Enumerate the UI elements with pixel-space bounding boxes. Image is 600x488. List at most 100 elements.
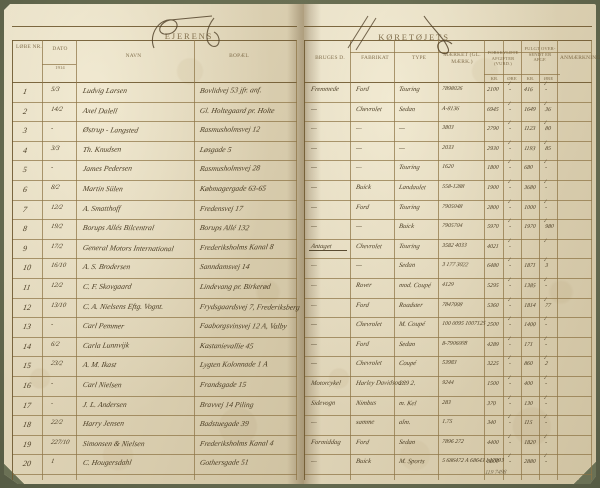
left-page-title: EJERENS [124,32,254,41]
ore-tick-mark: ✓ [506,140,512,147]
cell-body-type: Sedan [398,439,415,446]
rule-line [304,239,592,240]
rule-line [12,160,297,161]
cell-date: 6/2 [50,341,60,348]
rule-line [304,337,592,338]
cell-make: Ford [355,86,369,93]
cell-mark-number: 2033 [441,145,454,151]
rule-line [394,40,395,480]
cell-use: Motorcykel [310,380,341,387]
cell-date: 13/10 [50,302,66,309]
cell-relief-kr: 171 [523,342,533,348]
rule-line [76,40,77,480]
rule-line [304,160,592,161]
cell-relief-kr: 3680 [523,185,536,191]
rule-line [304,454,592,455]
cell-use: — [310,106,317,113]
cell-relief-kr: 416 [523,87,533,93]
rule-line [12,317,297,318]
cell-make: — [355,164,362,171]
rule-line [591,40,592,480]
cell-owner-name: Ludvig Larsen [82,86,128,95]
cell-mark-number: 1.75 [441,419,452,425]
cell-use: — [310,419,317,426]
rule-line [304,396,592,397]
cell-relief-ore: 77 [544,303,551,309]
cell-row-number: 16 [22,381,31,390]
cell-fee-kr: 2500 [487,322,500,328]
rule-line [12,396,297,397]
ore-tick-mark: ✓ [506,336,512,343]
cell-owner-name: Harry Jensen [82,419,125,428]
cell-use: Sidevogn [310,399,335,406]
rule-line [304,474,592,475]
cell-row-number: 17 [22,400,31,409]
cell-owner-address: Fredensvej 17 [199,203,244,212]
rule-line [304,278,592,279]
col-header-name: Navn [86,54,181,60]
cell-fee-kr: 340 [486,420,496,426]
cell-make: samme [355,419,374,426]
cell-relief-ore: 36 [544,107,551,113]
cell-mark-number: A-8136 [441,106,459,112]
cell-relief-kr: 130 [523,401,533,407]
cell-body-type: — [398,125,405,132]
rule-line [503,40,504,480]
cell-owner-name: Th. Knudsen [82,144,122,153]
cell-body-type: Touring [398,243,420,250]
cell-date: 12/2 [50,282,63,289]
cell-owner-address: Gl. Holtegaard pr. Holte [199,106,275,115]
cell-use: — [310,164,317,171]
rule-line [12,26,297,27]
ore-tick-mark: ✓ [506,277,512,284]
cell-mark-number: 1620 [441,164,454,170]
rule-line [438,40,439,480]
cell-relief-ore: 85 [544,146,551,152]
cell-date: 5/3 [50,86,60,93]
cell-body-type: Sedan [398,262,415,269]
cell-relief-ore: 80 [544,126,551,132]
cell-row-number: 10 [22,263,32,272]
cell-owner-name: C. F. Skovgaard [82,282,132,291]
subheader-fee-kr: Kr. [486,77,503,82]
cell-make: Ford [355,302,369,309]
rule-line [304,40,305,480]
cell-owner-address: Badstuegade 39 [199,419,249,428]
col-header-use: Bruges d. [310,56,350,62]
cell-use: — [310,125,317,132]
cell-fee-kr: 5970 [486,224,499,230]
rule-line [12,239,297,240]
col-header-fee: Forskyldte Afgifter (Vurd.) [486,50,520,67]
rule-line [304,102,592,103]
cell-fee-kr: 1800 [487,165,500,171]
cell-owner-address: Gothersgade 51 [199,458,249,468]
cell-mark-number: 7905048 [441,204,462,210]
rule-line [12,376,297,377]
cell-make: Chevrolet [355,106,382,113]
cell-body-type: Landaulet [398,184,426,191]
cell-owner-address: Borups Allé 132 [199,223,250,232]
cell-owner-name: A. M. Ikast [82,360,117,369]
cell-use: — [310,204,317,211]
cell-row-number: 15 [22,361,32,370]
rule-line [304,219,592,220]
rule-line [12,121,297,122]
rule-line [521,40,522,480]
ore-tick-mark: ✓ [506,395,512,402]
rule-line [12,337,297,338]
col-header-relief: Fulgt Over- sendt er afgf. [522,46,558,63]
cell-mark-number: 4129 [441,282,454,288]
cell-relief-kr: 2880 [523,459,536,465]
cell-fee-kr: 6945 [487,106,500,112]
cell-body-type: — [398,145,405,152]
cell-fee-kr: 4021 [486,244,499,250]
rule-line [12,454,297,455]
cell-owner-address: Kastanievallie 45 [199,341,254,350]
cell-mark-number: 283 [441,400,451,406]
cell-body-type: Roadster [398,302,423,309]
right-page-title: KØRETØJETS [354,33,474,42]
cell-make: Chevrolet [355,321,382,328]
rule-line [304,82,592,83]
ore-tick-mark: ✓ [506,238,512,245]
cell-body-type: Sedan [398,341,415,348]
